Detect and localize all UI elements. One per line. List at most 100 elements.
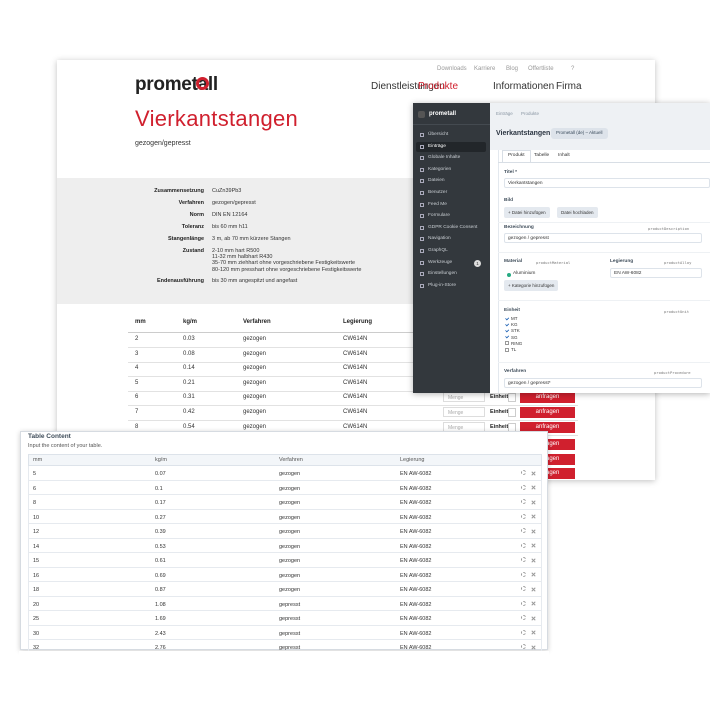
site-select[interactable]: Prometall (de) – Aktuell (551, 128, 608, 139)
move-icon[interactable] (521, 513, 526, 519)
table-input[interactable]: 0.39 (155, 529, 166, 535)
table-input[interactable]: gezogen (279, 529, 301, 535)
table-input[interactable]: 18 (33, 587, 40, 593)
table-input[interactable]: gezogen (279, 500, 301, 506)
menu-item[interactable]: Plug-in-Store (428, 282, 456, 288)
table-input[interactable]: 10 (33, 514, 40, 521)
table-input[interactable]: 15 (33, 558, 40, 564)
table-input[interactable]: gepresst (279, 630, 301, 637)
move-icon[interactable] (521, 484, 526, 490)
top-nav-link[interactable]: ? (571, 66, 575, 72)
move-icon[interactable] (521, 528, 526, 533)
menu-item[interactable]: Kategorien (428, 166, 452, 172)
table-input[interactable]: 0.17 (155, 500, 166, 506)
button[interactable]: Datei hochladen (557, 207, 598, 218)
menu-item[interactable]: Globale Inhalte (428, 155, 461, 161)
field-input[interactable]: Vierkantstangen (504, 178, 710, 188)
table-input[interactable]: gezogen (279, 558, 301, 564)
table-input[interactable]: EN AW-6082 (400, 572, 432, 579)
table-input[interactable]: 8 (33, 500, 37, 506)
table-input[interactable]: EN AW-6082 (400, 601, 432, 608)
request-button[interactable]: anfragen (520, 407, 575, 418)
main-nav-link[interactable]: Produkte (418, 81, 459, 92)
table-input[interactable]: 14 (33, 543, 40, 550)
table-input[interactable]: 30 (33, 630, 40, 637)
unit-select[interactable] (508, 408, 516, 417)
main-nav-link[interactable]: Dienstleistungen (371, 81, 445, 92)
table-input[interactable]: gepresst (279, 616, 301, 622)
move-icon[interactable] (521, 600, 526, 606)
move-icon[interactable] (521, 586, 526, 591)
table-input[interactable]: 0.07 (155, 471, 166, 477)
table-input[interactable]: gezogen (279, 587, 301, 593)
quantity-input[interactable]: Menge (443, 392, 485, 403)
table-input[interactable]: gezogen (279, 471, 301, 477)
table-input[interactable]: 0.53 (155, 543, 166, 550)
table-input[interactable]: EN AW-6082 (400, 485, 432, 492)
unit-select[interactable] (508, 393, 516, 403)
table-input[interactable]: EN AW-6082 (400, 616, 432, 622)
table-input[interactable]: EN AW-6082 (400, 630, 432, 637)
top-nav-link[interactable]: Downloads (437, 66, 467, 72)
checkbox[interactable] (505, 341, 509, 346)
table-input[interactable]: 1.69 (155, 616, 166, 622)
table-input[interactable]: EN AW-6082 (400, 543, 432, 550)
menu-item[interactable]: Benutzer (428, 190, 448, 195)
tab[interactable]: Produkt (508, 153, 525, 158)
table-input[interactable]: EN AW-6082 (400, 514, 432, 521)
top-nav-link[interactable]: Blog (506, 66, 519, 72)
table-input[interactable]: EN AW-6082 (400, 558, 432, 564)
table-input[interactable]: 16 (33, 572, 40, 579)
field-input[interactable]: gezogen / gepresst* (504, 378, 702, 388)
move-icon[interactable] (521, 629, 526, 635)
table-input[interactable]: gezogen (279, 543, 301, 550)
table-input[interactable]: 25 (33, 616, 40, 622)
request-button[interactable]: anfragen (520, 421, 575, 433)
menu-item[interactable]: Werkzeuge (428, 259, 453, 265)
table-input[interactable]: 0.69 (155, 572, 166, 579)
move-icon[interactable] (521, 470, 526, 475)
table-input[interactable]: 0.1 (155, 485, 163, 492)
table-input[interactable]: gezogen (279, 572, 301, 579)
table-input[interactable]: EN AW-6082 (400, 645, 432, 651)
button[interactable]: + Datei hinzufügen (504, 207, 550, 218)
move-icon[interactable] (521, 557, 526, 562)
table-input[interactable]: EN AW-6082 (400, 500, 432, 506)
table-input[interactable]: 2.43 (155, 630, 166, 637)
tab[interactable]: Inhalt (558, 153, 570, 158)
table-input[interactable]: 20 (33, 601, 40, 608)
move-icon[interactable] (521, 644, 526, 649)
table-input[interactable]: 32 (33, 645, 40, 651)
menu-item[interactable]: Übersicht (428, 132, 449, 137)
table-input[interactable]: 6 (33, 485, 37, 492)
field-input[interactable]: EN AW-6082 (610, 268, 702, 278)
main-nav-link[interactable]: Firma (556, 81, 582, 92)
move-icon[interactable] (521, 615, 526, 620)
table-input[interactable]: 0.87 (155, 587, 166, 593)
table-input[interactable]: 12 (33, 529, 40, 535)
field-input[interactable]: gezogen / gepresst (504, 233, 702, 243)
checkbox[interactable] (505, 347, 509, 352)
table-input[interactable]: 1.08 (155, 601, 166, 608)
menu-item[interactable]: Einträge (428, 143, 446, 149)
table-input[interactable]: gepresst (279, 645, 301, 651)
quantity-input[interactable]: Menge (443, 407, 485, 417)
menu-item[interactable]: Feed Me (428, 201, 447, 207)
table-input[interactable]: EN AW-6082 (400, 587, 432, 593)
breadcrumb[interactable]: Einträge (496, 111, 513, 116)
menu-item[interactable]: Einstellungen (428, 271, 457, 277)
move-icon[interactable] (521, 542, 526, 548)
table-input[interactable]: gezogen (279, 514, 301, 521)
top-nav-link[interactable]: Karriere (474, 66, 496, 72)
table-input[interactable]: 0.61 (155, 558, 166, 564)
menu-item[interactable]: Formulare (428, 213, 450, 219)
table-input[interactable]: 5 (33, 471, 37, 477)
main-nav-link[interactable]: Informationen (493, 81, 555, 92)
table-input[interactable]: 2.76 (155, 645, 166, 651)
table-input[interactable]: gezogen (279, 485, 301, 492)
button[interactable]: + Kategorie hinzufügen (504, 280, 559, 291)
table-input[interactable]: EN AW-6082 (400, 471, 432, 477)
top-nav-link[interactable]: Offertliste (528, 66, 554, 72)
table-input[interactable]: 0.27 (155, 514, 166, 521)
menu-item[interactable]: Dateien (428, 178, 445, 184)
